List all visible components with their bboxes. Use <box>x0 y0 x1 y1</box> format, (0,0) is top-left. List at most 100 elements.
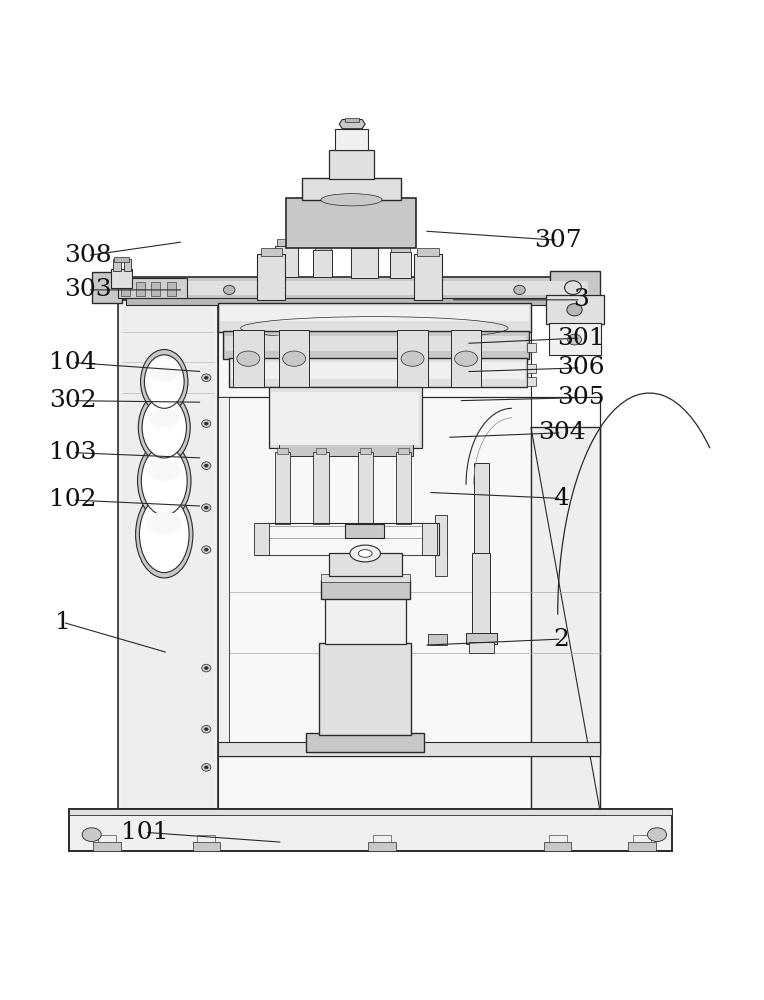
Text: 1: 1 <box>55 611 70 634</box>
Ellipse shape <box>147 285 159 294</box>
Bar <box>549 835 567 842</box>
Bar <box>118 277 592 300</box>
Ellipse shape <box>151 366 178 382</box>
Bar <box>351 248 378 278</box>
Bar <box>254 523 269 555</box>
Ellipse shape <box>202 725 211 733</box>
Bar <box>474 463 489 555</box>
Bar <box>233 330 264 387</box>
Ellipse shape <box>350 545 380 562</box>
Bar <box>546 295 604 324</box>
Bar <box>218 397 229 756</box>
Bar <box>197 835 215 842</box>
Bar <box>469 642 494 653</box>
Bar <box>353 240 377 248</box>
Text: 104: 104 <box>49 351 96 374</box>
Ellipse shape <box>568 334 581 345</box>
Text: 306: 306 <box>557 356 604 379</box>
Ellipse shape <box>204 766 208 769</box>
Bar <box>550 271 600 305</box>
Ellipse shape <box>455 351 478 366</box>
Ellipse shape <box>401 351 424 366</box>
Bar <box>92 272 122 303</box>
Bar <box>544 842 571 851</box>
Bar <box>275 452 290 524</box>
Bar <box>345 118 359 122</box>
Ellipse shape <box>204 667 208 670</box>
Bar <box>531 427 600 809</box>
Text: 303: 303 <box>64 278 112 301</box>
Text: 101: 101 <box>121 821 169 844</box>
Text: 2: 2 <box>554 628 569 651</box>
Bar <box>279 330 309 387</box>
Ellipse shape <box>513 285 526 294</box>
Text: 3: 3 <box>573 288 588 311</box>
Bar <box>628 842 656 851</box>
Ellipse shape <box>204 728 208 731</box>
Bar <box>122 294 214 806</box>
Bar <box>113 259 121 271</box>
Bar <box>391 244 410 252</box>
Ellipse shape <box>204 506 208 509</box>
Bar <box>121 282 130 296</box>
Polygon shape <box>339 120 365 129</box>
Text: 302: 302 <box>49 389 96 412</box>
Bar <box>118 278 187 298</box>
Ellipse shape <box>204 464 208 467</box>
Bar <box>218 742 600 756</box>
Ellipse shape <box>283 351 306 366</box>
Bar <box>335 129 368 150</box>
Text: 4: 4 <box>554 487 569 510</box>
Bar <box>345 524 384 538</box>
Bar <box>167 282 176 296</box>
Bar <box>218 397 600 756</box>
Ellipse shape <box>565 281 581 294</box>
Bar <box>218 286 531 809</box>
Ellipse shape <box>138 441 191 521</box>
Ellipse shape <box>202 764 211 771</box>
Ellipse shape <box>141 349 188 414</box>
Bar <box>231 362 525 379</box>
Bar <box>390 252 411 278</box>
Bar <box>396 452 411 524</box>
Ellipse shape <box>321 194 382 206</box>
Ellipse shape <box>138 392 190 463</box>
Bar <box>269 387 422 448</box>
Text: 301: 301 <box>557 327 604 350</box>
Bar <box>414 254 442 300</box>
Bar <box>225 336 526 351</box>
Bar <box>373 835 391 842</box>
Ellipse shape <box>202 374 211 382</box>
Bar <box>118 286 218 809</box>
Bar <box>422 523 437 555</box>
Bar <box>435 515 447 576</box>
Bar <box>111 269 132 288</box>
Ellipse shape <box>204 422 208 425</box>
Bar <box>313 250 332 277</box>
Bar <box>329 150 374 179</box>
Bar <box>126 298 592 305</box>
Bar <box>527 364 536 373</box>
Bar <box>316 448 326 454</box>
Bar <box>417 248 439 256</box>
Ellipse shape <box>144 355 184 408</box>
Text: 305: 305 <box>557 386 604 409</box>
Bar <box>256 523 439 555</box>
Bar <box>549 323 601 355</box>
Bar <box>319 643 411 735</box>
Bar <box>306 733 424 752</box>
Bar <box>229 358 527 387</box>
Bar <box>397 330 428 387</box>
Ellipse shape <box>202 420 211 427</box>
Bar <box>329 553 402 576</box>
Bar <box>218 303 531 332</box>
Bar <box>286 198 416 248</box>
Ellipse shape <box>148 460 180 481</box>
Bar <box>258 526 437 555</box>
Bar <box>277 239 296 246</box>
Ellipse shape <box>82 828 101 842</box>
Bar <box>472 553 490 638</box>
Bar <box>321 574 410 582</box>
Bar <box>428 634 447 645</box>
Text: 307: 307 <box>534 229 581 252</box>
